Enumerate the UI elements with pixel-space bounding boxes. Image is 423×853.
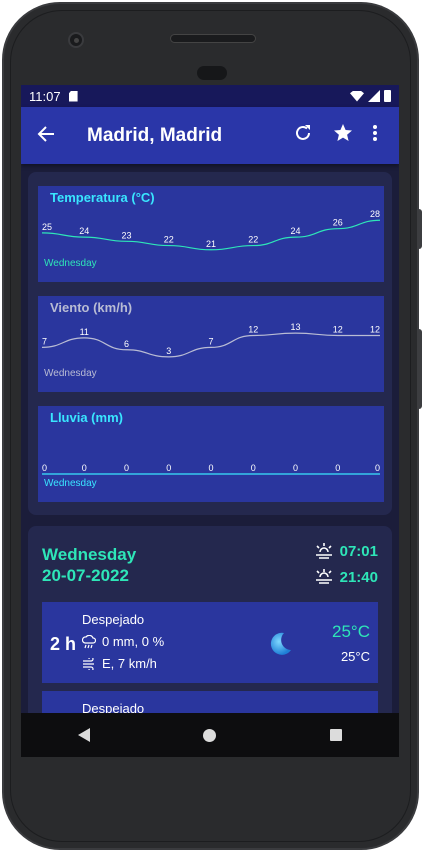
day-date: 20-07-2022	[42, 566, 129, 585]
hour-wind: E, 7 km/h	[82, 656, 157, 671]
hour-row[interactable]: 2 h Despejado 0 mm, 0 % E, 7 km/h	[42, 602, 378, 683]
front-camera	[68, 32, 84, 48]
hour-wind-value: E, 7 km/h	[102, 656, 157, 671]
data-label: 24	[290, 226, 300, 236]
arrow-left-icon[interactable]	[37, 123, 71, 149]
earpiece	[170, 34, 256, 43]
page-title: Madrid, Madrid	[87, 124, 223, 146]
refresh-icon[interactable]	[283, 124, 323, 148]
chart-title: Lluvia (mm)	[50, 410, 123, 425]
hour-label: 2 h	[50, 634, 77, 654]
system-nav-bar	[21, 713, 399, 757]
data-label: 0	[124, 463, 129, 473]
day-label: Wednesday	[44, 478, 97, 489]
hour-description: Despejado	[82, 612, 145, 627]
temperature-graph: Temperatura (°C) 25 24 23 22 21 22 24 26 28 Wedne…	[38, 186, 384, 282]
data-label: 0	[166, 463, 171, 473]
volume-button	[417, 209, 422, 249]
temperature-chart-svg: 25 24 23 22 21 22 24 26 28 Wednesday	[41, 209, 381, 269]
data-label: 6	[124, 339, 129, 349]
rain-graph: Lluvia (mm) 0 0 0 0 0 0 0 0 0 Wednesday	[38, 406, 384, 502]
series-line	[41, 332, 380, 358]
data-label: 0	[293, 463, 298, 473]
sunset: 21:40	[314, 568, 378, 586]
data-label: 0	[251, 463, 256, 473]
sd-card-icon	[68, 90, 78, 102]
rain-chart-svg: 0 0 0 0 0 0 0 0 0 Wednesday	[42, 463, 380, 489]
rain-icon	[82, 634, 96, 648]
data-label: 0	[208, 463, 213, 473]
content-scroll[interactable]: Temperatura (°C) 25 24 23 22 21 22 24 26 28 Wedne…	[21, 164, 399, 757]
sunset-icon	[315, 569, 332, 584]
day-header: Wednesday 20-07-2022	[42, 544, 136, 586]
cell-signal-icon	[368, 90, 380, 102]
status-bar: 11:07	[21, 85, 399, 107]
sunset-time: 21:40	[339, 568, 378, 586]
data-label: 13	[290, 322, 300, 332]
sunrise-time: 07:01	[339, 542, 378, 560]
data-label: 0	[82, 463, 87, 473]
data-label: 12	[248, 325, 258, 335]
nav-recents-icon[interactable]	[330, 729, 343, 741]
hour-rain: 0 mm, 0 %	[82, 634, 164, 649]
data-label: 7	[208, 336, 213, 346]
data-label: 22	[248, 235, 258, 245]
data-label: 23	[121, 230, 131, 240]
data-label: 0	[335, 463, 340, 473]
wifi-icon	[350, 90, 364, 102]
day-name: Wednesday	[42, 545, 137, 564]
graphs-card: Temperatura (°C) 25 24 23 22 21 22 24 26 28 Wedne…	[28, 172, 392, 515]
chart-title: Temperatura (°C)	[50, 190, 155, 205]
day-label: Wednesday	[44, 258, 97, 269]
status-time: 11:07	[29, 88, 61, 104]
hour-temperature: 25°C	[332, 622, 370, 641]
nav-back-icon[interactable]	[77, 728, 90, 742]
data-label: 12	[333, 325, 343, 335]
data-label: 11	[80, 327, 89, 337]
data-label: 28	[370, 209, 380, 219]
star-icon[interactable]	[323, 123, 363, 149]
data-label: 7	[42, 336, 47, 346]
sensor	[197, 66, 227, 80]
data-label: 24	[79, 226, 89, 236]
data-label: 3	[166, 346, 171, 356]
hour-rain-value: 0 mm, 0 %	[102, 634, 165, 649]
nav-home-icon[interactable]	[203, 728, 217, 742]
battery-icon	[384, 90, 391, 102]
data-label: 0	[375, 463, 380, 473]
hour-feels-like: 25°C	[340, 649, 370, 664]
power-button	[417, 329, 422, 409]
data-label: 22	[164, 235, 174, 245]
data-label: 12	[370, 325, 380, 335]
more-vert-icon[interactable]	[363, 124, 387, 148]
day-label: Wednesday	[44, 368, 97, 379]
data-label: 26	[333, 218, 343, 228]
chart-title: Viento (km/h)	[50, 300, 133, 315]
wind-icon	[83, 657, 94, 670]
data-label: 0	[42, 463, 47, 473]
series-line	[41, 219, 381, 251]
wind-chart-svg: 7 11 6 3 7 12 13 12 12 Wednesday	[41, 322, 380, 379]
wind-graph: Viento (km/h) 7 11 6 3 7 12 13 12 12 Wednesday	[38, 296, 384, 392]
sunrise: 07:01	[314, 542, 378, 560]
sunrise-icon	[315, 543, 332, 559]
moon-icon	[266, 630, 294, 663]
screen: 11:07 Madrid, Madrid Temperatura (°C) 25…	[21, 85, 399, 757]
hour-description: Despejado	[82, 701, 145, 716]
data-label: 25	[42, 222, 52, 232]
app-bar: Madrid, Madrid	[21, 107, 399, 164]
data-label: 21	[206, 239, 216, 249]
